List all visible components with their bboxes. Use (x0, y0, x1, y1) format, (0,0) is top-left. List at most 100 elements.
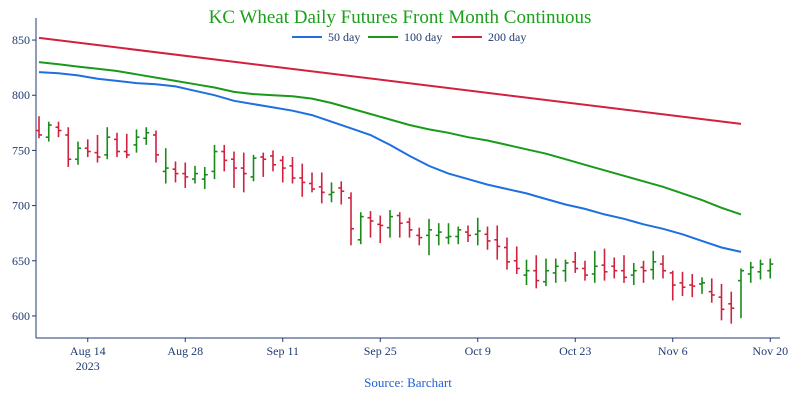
ohlc-bar (708, 278, 715, 303)
legend: 50 day 100 day 200 day (292, 30, 526, 44)
ohlc-bar (630, 262, 637, 286)
ohlc-bar (357, 212, 364, 245)
ohlc-bar (221, 144, 228, 172)
ohlc-bar (543, 258, 549, 287)
ohlc-bar (660, 255, 666, 279)
ma-100-day-line (38, 61, 742, 216)
source-note: Source: Barchart (364, 375, 452, 390)
ohlc-bar (591, 250, 598, 283)
ohlc-bar (104, 127, 111, 160)
ohlc-bar (757, 259, 764, 280)
ohlc-bar (192, 165, 198, 184)
y-tick-label: 750 (12, 143, 30, 157)
legend-label-200-day: 200 day (488, 30, 526, 44)
ohlc-bar (484, 226, 491, 250)
ohlc-bar (601, 248, 608, 281)
legend-label-50-day: 50 day (328, 30, 360, 44)
chart-title: KC Wheat Daily Futures Front Month Conti… (209, 7, 592, 28)
ohlc-bar (250, 154, 257, 182)
y-tick-label: 600 (12, 309, 30, 323)
ohlc-bar (367, 211, 374, 238)
ohlc-bar (738, 268, 744, 319)
x-tick-label: Nov 20 (752, 344, 788, 358)
ohlc-bar (114, 132, 120, 158)
x-tick-label: Nov 6 (658, 344, 688, 358)
ohlc-bar (679, 271, 686, 297)
ohlc-bar (406, 217, 413, 238)
ohlc-bar (309, 172, 315, 193)
x-tick-label: Oct 9 (465, 344, 491, 358)
y-tick-label: 700 (12, 199, 30, 213)
y-tick-label: 850 (12, 33, 30, 47)
ohlc-bar (640, 260, 647, 283)
ohlc-bar (260, 152, 267, 177)
price-bars (36, 116, 774, 324)
ohlc-bar (582, 260, 588, 281)
ohlc-bar (650, 250, 657, 280)
ohlc-bar (728, 291, 735, 324)
ohlc-bar (299, 163, 306, 197)
ohlc-bar (669, 270, 676, 301)
ohlc-bar (279, 155, 286, 183)
ohlc-bar (162, 148, 169, 184)
ohlc-bar (426, 218, 432, 256)
ohlc-bar (767, 258, 774, 279)
ohlc-bar (94, 134, 101, 163)
ma-200-day-line (38, 36, 742, 125)
ohlc-bar (533, 255, 540, 289)
ohlc-bar (416, 227, 423, 246)
x-tick-label: Aug 14 (70, 344, 106, 358)
ohlc-bar (270, 150, 276, 172)
ohlc-bar (182, 162, 189, 188)
ohlc-bar (123, 133, 130, 159)
ohlc-bar (494, 225, 501, 260)
ohlc-bar (552, 258, 559, 283)
ohlc-bar (562, 259, 569, 282)
ohlc-bar (328, 182, 335, 203)
ohlc-bar (435, 223, 442, 246)
ohlc-bar (231, 151, 237, 188)
ohlc-bar (689, 274, 696, 298)
ohlc-bar (289, 157, 296, 184)
ohlc-bar (377, 215, 384, 244)
ma-50-day-line (38, 71, 742, 253)
ohlc-bar (36, 116, 42, 139)
ohlc-bar (318, 172, 325, 204)
ohlc-bar (747, 261, 754, 283)
ohlc-bar (474, 217, 481, 246)
ohlc-bar (75, 141, 81, 165)
ohlc-bar (718, 283, 725, 321)
ohlc-bar (513, 246, 520, 274)
ohlc-bar (65, 127, 72, 167)
ohlc-bar (465, 225, 471, 242)
legend-label-100-day: 100 day (404, 30, 442, 44)
ohlc-bar (572, 251, 579, 273)
ohlc-bar (611, 257, 618, 279)
ohlc-bar (211, 144, 218, 180)
ohlc-bar (338, 181, 345, 205)
ohlc-bar (45, 121, 52, 142)
ohlc-bar (523, 259, 530, 286)
ohlc-bar (143, 127, 150, 145)
ohlc-bar (387, 210, 393, 238)
moving-average-lines (38, 36, 742, 253)
ohlc-bar (396, 212, 403, 238)
ohlc-bar (201, 166, 208, 190)
ohlc-bar (621, 255, 627, 283)
ohlc-bar (172, 161, 179, 183)
ohlc-bar (240, 152, 247, 193)
x-tick-label: Sep 25 (364, 344, 397, 358)
x-tick-label: Sep 11 (266, 344, 299, 358)
x-tick-label: Oct 23 (559, 344, 591, 358)
ohlc-bar (445, 223, 452, 245)
ohlc-bar (455, 226, 462, 245)
ohlc-bar (84, 139, 91, 158)
y-tick-label: 800 (12, 88, 30, 102)
ohlc-bar (55, 121, 62, 138)
y-tick-label: 650 (12, 254, 30, 268)
ohlc-bar (348, 192, 354, 246)
x-tick-sublabel: 2023 (76, 359, 100, 373)
ohlc-bar (153, 130, 159, 163)
